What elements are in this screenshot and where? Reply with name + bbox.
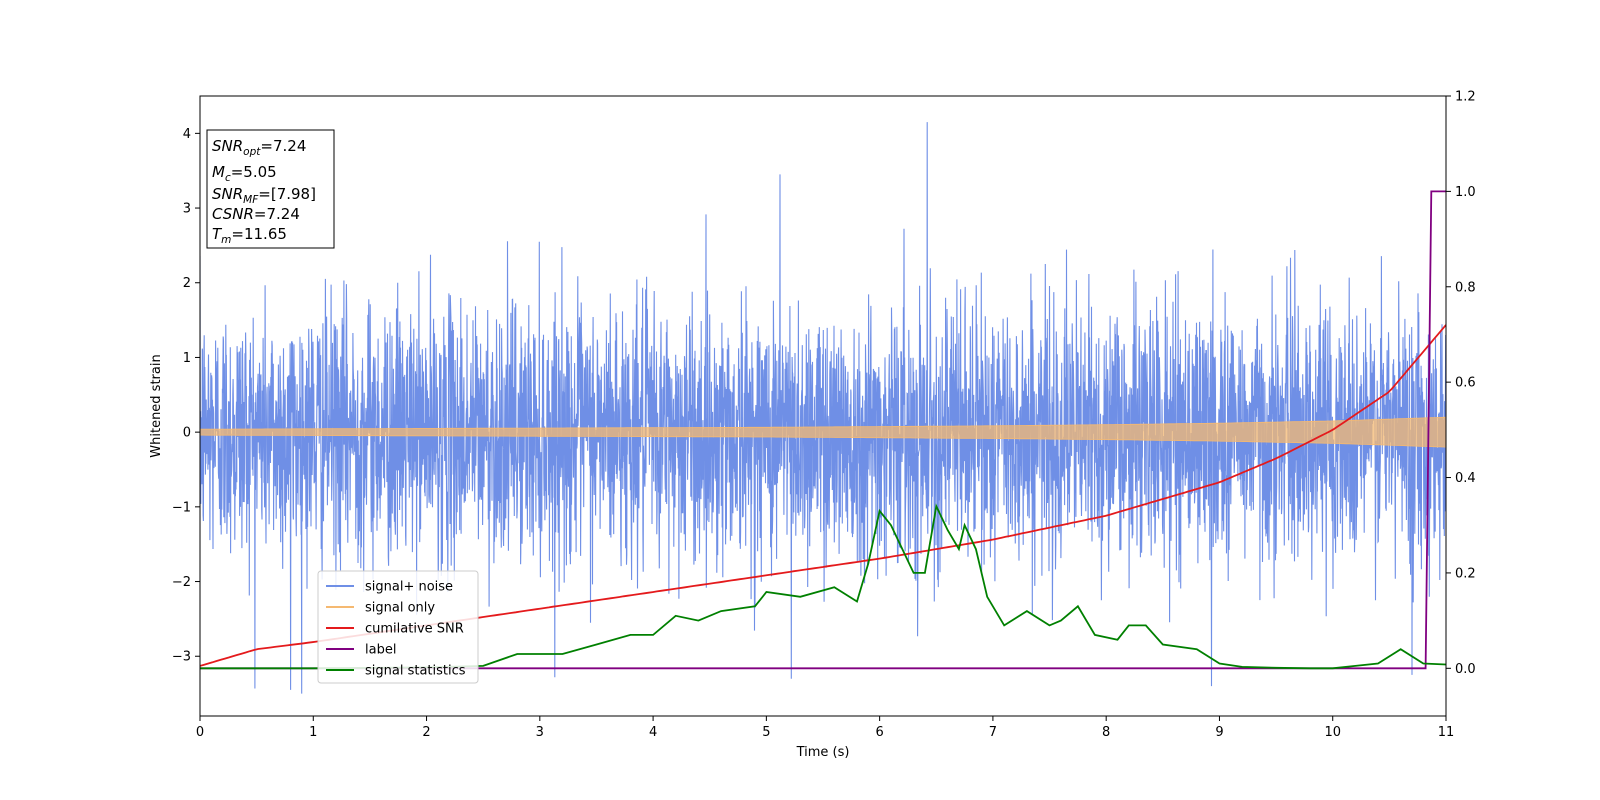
y-tick-label: −1 bbox=[172, 500, 191, 515]
annotation-line: Mc=5.05 bbox=[212, 163, 277, 184]
plot-area bbox=[200, 122, 1446, 694]
legend-entry: label bbox=[365, 643, 396, 658]
x-tick-label: 7 bbox=[989, 725, 997, 740]
x-tick-label: 1 bbox=[309, 725, 317, 740]
label-line bbox=[200, 190, 1446, 670]
x-tick-label: 5 bbox=[762, 725, 770, 740]
signal-only-band bbox=[200, 416, 1446, 448]
x-tick-label: 0 bbox=[196, 725, 204, 740]
legend-entry: signal+ noise bbox=[365, 580, 453, 595]
y-axis-right: 0.0 0.2 0.4 0.6 0.8 1.0 1.2 bbox=[1446, 90, 1476, 677]
signal-only-series bbox=[200, 416, 1446, 448]
y-tick-label: −3 bbox=[172, 650, 191, 665]
annotation-line: CSNR=7.24 bbox=[212, 205, 300, 223]
x-axis: 0 1 2 3 4 5 6 7 8 9 10 11 bbox=[196, 716, 1454, 740]
y-tick-label: 2 bbox=[183, 276, 191, 291]
x-tick-label: 8 bbox=[1102, 725, 1110, 740]
annotation-line: Tm=11.65 bbox=[212, 225, 287, 246]
y2-tick-label: 0.2 bbox=[1455, 566, 1476, 581]
x-tick-label: 3 bbox=[536, 725, 544, 740]
legend: signal+ noise signal only cumilative SNR la… bbox=[317, 570, 479, 684]
x-tick-label: 4 bbox=[649, 725, 657, 740]
label-series bbox=[200, 190, 1446, 670]
y2-tick-label: 0.8 bbox=[1455, 280, 1476, 295]
y-tick-label: 0 bbox=[183, 426, 191, 441]
signal-statistics-series bbox=[200, 503, 1446, 670]
y-tick-label: 4 bbox=[183, 127, 191, 142]
annotation-line: SNRopt=7.24 bbox=[212, 137, 306, 158]
y2-tick-label: 0.4 bbox=[1455, 471, 1476, 486]
annotation-line: SNRMF=[7.98] bbox=[212, 185, 316, 206]
y-axis-label: Whitened strain bbox=[149, 354, 164, 457]
x-tick-label: 9 bbox=[1215, 725, 1223, 740]
y-tick-label: 1 bbox=[183, 351, 191, 366]
legend-entry: signal statistics bbox=[365, 664, 466, 679]
y2-tick-label: 1.2 bbox=[1455, 90, 1476, 105]
x-tick-label: 10 bbox=[1324, 725, 1341, 740]
x-tick-label: 6 bbox=[875, 725, 883, 740]
legend-entry: cumilative SNR bbox=[365, 622, 464, 637]
y2-tick-label: 0.6 bbox=[1455, 376, 1476, 391]
y2-tick-label: 0.0 bbox=[1455, 662, 1476, 677]
x-axis-label: Time (s) bbox=[796, 745, 850, 760]
x-tick-label: 11 bbox=[1438, 725, 1455, 740]
legend-entry: signal only bbox=[365, 601, 435, 616]
y-tick-label: 3 bbox=[183, 202, 191, 217]
x-tick-label: 2 bbox=[422, 725, 430, 740]
plot-frame bbox=[199, 95, 1447, 717]
y2-tick-label: 1.0 bbox=[1455, 185, 1476, 200]
y-axis-left: −3 −2 −1 0 1 2 3 4 bbox=[172, 127, 200, 665]
signal-statistics-line bbox=[200, 503, 1446, 670]
y-tick-label: −2 bbox=[172, 575, 191, 590]
